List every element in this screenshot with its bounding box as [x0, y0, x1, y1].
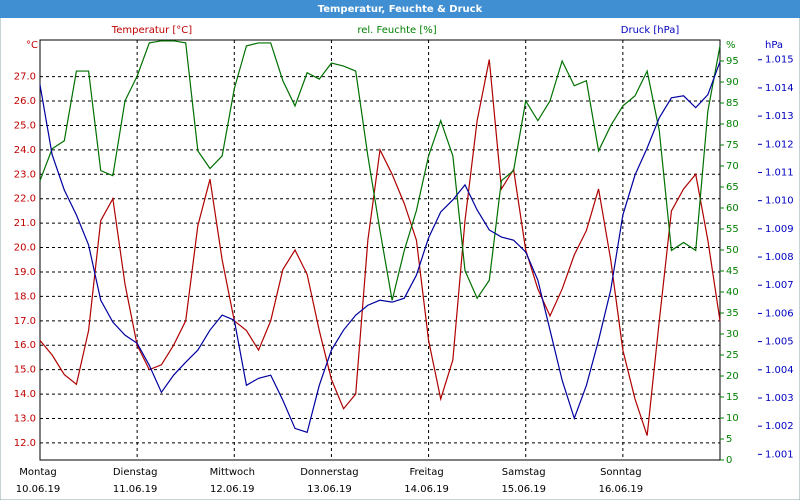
y2-tick-label: 10 [726, 413, 739, 424]
y3-tick-label: 1.005 [765, 337, 794, 348]
y-tick-label: 27.0 [14, 72, 36, 83]
y2-tick-label: 85 [726, 98, 739, 109]
y2-tick-label: 40 [726, 287, 739, 298]
y-tick-label: 20.0 [14, 243, 36, 254]
y-tick-label: 12.0 [14, 438, 36, 449]
y3-tick-label: 1.002 [765, 421, 794, 432]
y2-tick-label: 45 [726, 266, 739, 277]
y2-tick-label: 55 [726, 224, 739, 235]
x-tick-date: 12.06.19 [210, 484, 255, 495]
y2-tick-label: 20 [726, 371, 739, 382]
y2-tick-label: 70 [726, 161, 739, 172]
series-line [39, 59, 721, 436]
y2-axis-title: rel. Feuchte [%] [357, 25, 436, 36]
series-line [39, 40, 721, 301]
y2-tick-label: 5 [726, 434, 732, 445]
chart-title: Temperatur, Feuchte & Druck [318, 4, 483, 15]
y2-tick-label: 0 [726, 455, 732, 466]
y-tick-label: 25.0 [14, 120, 36, 131]
y2-tick-label: 50 [726, 245, 739, 256]
y-tick-label: 18.0 [14, 291, 36, 302]
y3-tick-label: 1.001 [765, 449, 794, 460]
y2-tick-label: 25 [726, 350, 739, 361]
y3-tick-label: 1.003 [765, 393, 794, 404]
x-tick-date: 16.06.19 [599, 484, 644, 495]
x-tick-label: Samstag [502, 467, 546, 478]
x-tick-label: Montag [19, 467, 56, 478]
y-tick-label: 14.0 [14, 389, 36, 400]
y-tick-label: 24.0 [14, 145, 36, 156]
x-tick-date: 14.06.19 [404, 484, 449, 495]
x-tick-date: 13.06.19 [307, 484, 352, 495]
y-tick-label: 17.0 [14, 316, 36, 327]
x-tick-label: Sonntag [600, 467, 642, 478]
y2-tick-label: 15 [726, 392, 739, 403]
y3-tick-label: 1.006 [765, 308, 794, 319]
y3-unit: hPa [765, 40, 783, 51]
y3-tick-label: 1.009 [765, 224, 794, 235]
y3-axis-title: Druck [hPa] [621, 25, 680, 36]
y3-tick-label: 1.012 [765, 139, 794, 150]
y-tick-label: 15.0 [14, 365, 36, 376]
y2-tick-label: 80 [726, 119, 739, 130]
y2-tick-label: 35 [726, 308, 739, 319]
series-line [39, 61, 721, 434]
y-tick-label: 26.0 [14, 96, 36, 107]
y2-unit: % [726, 40, 736, 51]
y2-tick-label: 60 [726, 203, 739, 214]
y-tick-label: 16.0 [14, 340, 36, 351]
y3-tick-label: 1.015 [765, 55, 794, 66]
y3-tick-label: 1.011 [765, 167, 794, 178]
y2-tick-label: 90 [726, 77, 739, 88]
y3-tick-label: 1.014 [765, 83, 794, 94]
y-tick-label: 13.0 [14, 413, 36, 424]
y2-tick-label: 65 [726, 182, 739, 193]
x-tick-label: Donnerstag [300, 467, 358, 478]
x-tick-date: 15.06.19 [501, 484, 546, 495]
title-bar [0, 0, 800, 18]
y2-tick-label: 95 [726, 56, 739, 67]
y-axis-title: Temperatur [°C] [111, 25, 192, 36]
x-tick-label: Freitag [409, 467, 443, 478]
y-tick-label: 21.0 [14, 218, 36, 229]
y-tick-label: 19.0 [14, 267, 36, 278]
x-tick-label: Mittwoch [210, 467, 255, 478]
y-tick-label: 22.0 [14, 194, 36, 205]
y-unit: °C [26, 40, 38, 51]
y2-tick-label: 75 [726, 140, 739, 151]
x-tick-date: 10.06.19 [16, 484, 61, 495]
x-tick-label: Dienstag [113, 467, 158, 478]
y3-tick-label: 1.013 [765, 111, 794, 122]
x-tick-date: 11.06.19 [113, 484, 158, 495]
y3-tick-label: 1.010 [765, 196, 794, 207]
y3-tick-label: 1.004 [765, 365, 794, 376]
y3-tick-label: 1.008 [765, 252, 794, 263]
y-tick-label: 23.0 [14, 169, 36, 180]
y2-tick-label: 30 [726, 329, 739, 340]
y3-tick-label: 1.007 [765, 280, 794, 291]
